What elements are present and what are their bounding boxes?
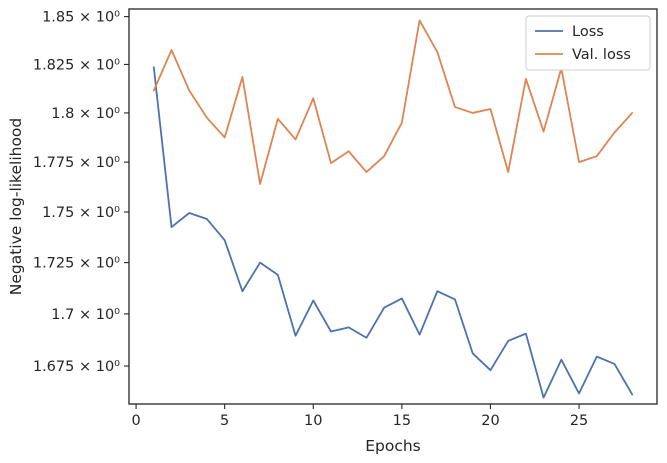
x-tick-label: 15 bbox=[393, 413, 411, 429]
x-tick-label: 5 bbox=[220, 413, 229, 429]
y-tick-label: 1.675 × 10⁰ bbox=[33, 359, 120, 375]
legend-label: Val. loss bbox=[572, 47, 631, 63]
y-tick-label: 1.725 × 10⁰ bbox=[33, 256, 120, 272]
y-axis: 1.675 × 10⁰ 1.7 × 10⁰ 1.725 × 10⁰ 1.75 × 10… bbox=[33, 10, 129, 375]
series-line-val-loss bbox=[152, 19, 634, 185]
y-tick-label: 1.85 × 10⁰ bbox=[42, 10, 120, 26]
y-tick-label: 1.75 × 10⁰ bbox=[42, 205, 120, 221]
legend: Loss Val. loss bbox=[525, 15, 651, 71]
x-tick-label: 20 bbox=[481, 413, 499, 429]
y-tick-label: 1.7 × 10⁰ bbox=[51, 307, 120, 323]
x-tick-label: 25 bbox=[570, 413, 588, 429]
y-axis-label: Negative log-likelihood bbox=[7, 118, 25, 296]
plot-background bbox=[129, 9, 657, 404]
legend-label: Loss bbox=[572, 24, 604, 40]
series-layer bbox=[152, 19, 634, 399]
y-tick-label: 1.8 × 10⁰ bbox=[51, 106, 120, 122]
legend-box bbox=[525, 15, 651, 71]
x-axis: 0 5 10 15 20 25 bbox=[131, 404, 588, 429]
y-tick-label: 1.775 × 10⁰ bbox=[33, 155, 120, 171]
x-tick-label: 10 bbox=[304, 413, 322, 429]
plot-area bbox=[129, 9, 657, 404]
series-line-loss bbox=[152, 66, 634, 399]
x-axis-label: Epochs bbox=[365, 437, 421, 455]
x-tick-label: 0 bbox=[131, 413, 140, 429]
axes-frame bbox=[128, 8, 658, 405]
plot-frame bbox=[128, 8, 658, 405]
y-tick-label: 1.825 × 10⁰ bbox=[33, 57, 120, 73]
